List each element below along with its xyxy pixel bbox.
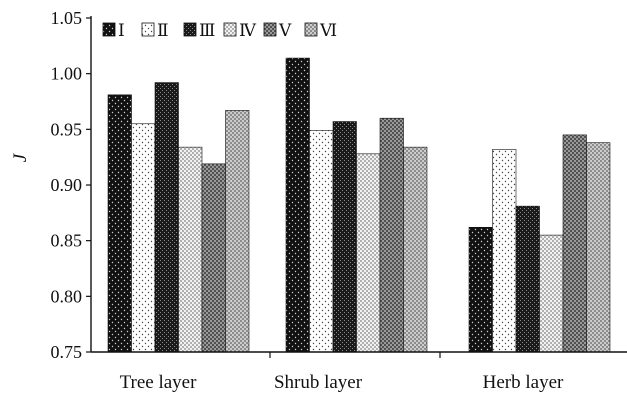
legend-label: Ⅰ bbox=[118, 21, 125, 40]
bar-6-herb bbox=[586, 142, 611, 353]
bar-1-tree bbox=[107, 94, 132, 353]
legend: Ⅰ Ⅱ Ⅲ Ⅳ Ⅴ Ⅵ bbox=[102, 21, 337, 40]
legend-label: Ⅳ bbox=[239, 21, 257, 40]
legend-label: Ⅲ bbox=[199, 21, 215, 40]
bar-1-herb bbox=[468, 227, 493, 353]
y-tick-label: 0.95 bbox=[51, 119, 83, 139]
bar-3-shrub bbox=[332, 121, 357, 353]
bar-4-shrub bbox=[356, 153, 381, 353]
x-category-label: Shrub layer bbox=[274, 372, 363, 393]
bar-6-tree bbox=[225, 110, 250, 353]
legend-label: Ⅱ bbox=[157, 21, 169, 40]
bar-2-herb bbox=[492, 149, 517, 353]
legend-swatch bbox=[102, 22, 116, 37]
x-category-label: Tree layer bbox=[120, 372, 198, 393]
legend-swatch bbox=[141, 22, 155, 37]
y-tick-label: 0.80 bbox=[51, 286, 83, 306]
bar-5-shrub bbox=[379, 117, 404, 353]
legend-swatch bbox=[304, 22, 318, 37]
legend-label: Ⅵ bbox=[319, 21, 337, 40]
y-axis-title: J bbox=[10, 152, 31, 162]
bar-3-herb bbox=[515, 205, 540, 353]
y-tick-label: 1.00 bbox=[51, 64, 83, 84]
legend-swatch bbox=[183, 22, 197, 37]
legend-label: Ⅴ bbox=[278, 21, 292, 40]
bar-5-tree bbox=[201, 163, 226, 353]
legend-swatch bbox=[223, 22, 237, 37]
y-tick-label: 0.85 bbox=[51, 231, 83, 251]
x-category-label: Herb layer bbox=[483, 372, 564, 393]
y-tick-label: 0.90 bbox=[51, 175, 83, 195]
bar-1-shrub bbox=[285, 57, 310, 353]
y-tick-label: 1.05 bbox=[51, 8, 83, 28]
y-tick-label: 0.75 bbox=[51, 342, 83, 362]
x-axis: Tree layer Shrub layer Herb layer bbox=[91, 351, 627, 393]
bar-2-shrub bbox=[309, 130, 334, 353]
y-axis: 0.75 0.80 0.85 0.90 0.95 1.00 1.05 bbox=[51, 8, 92, 362]
bar-6-shrub bbox=[403, 146, 428, 353]
bar-4-tree bbox=[178, 146, 203, 353]
bar-3-tree bbox=[154, 82, 179, 353]
bar-4-herb bbox=[539, 234, 564, 353]
bar-5-herb bbox=[562, 134, 587, 353]
bars bbox=[107, 57, 611, 353]
bar-2-tree bbox=[131, 123, 156, 353]
legend-swatch bbox=[263, 22, 277, 37]
